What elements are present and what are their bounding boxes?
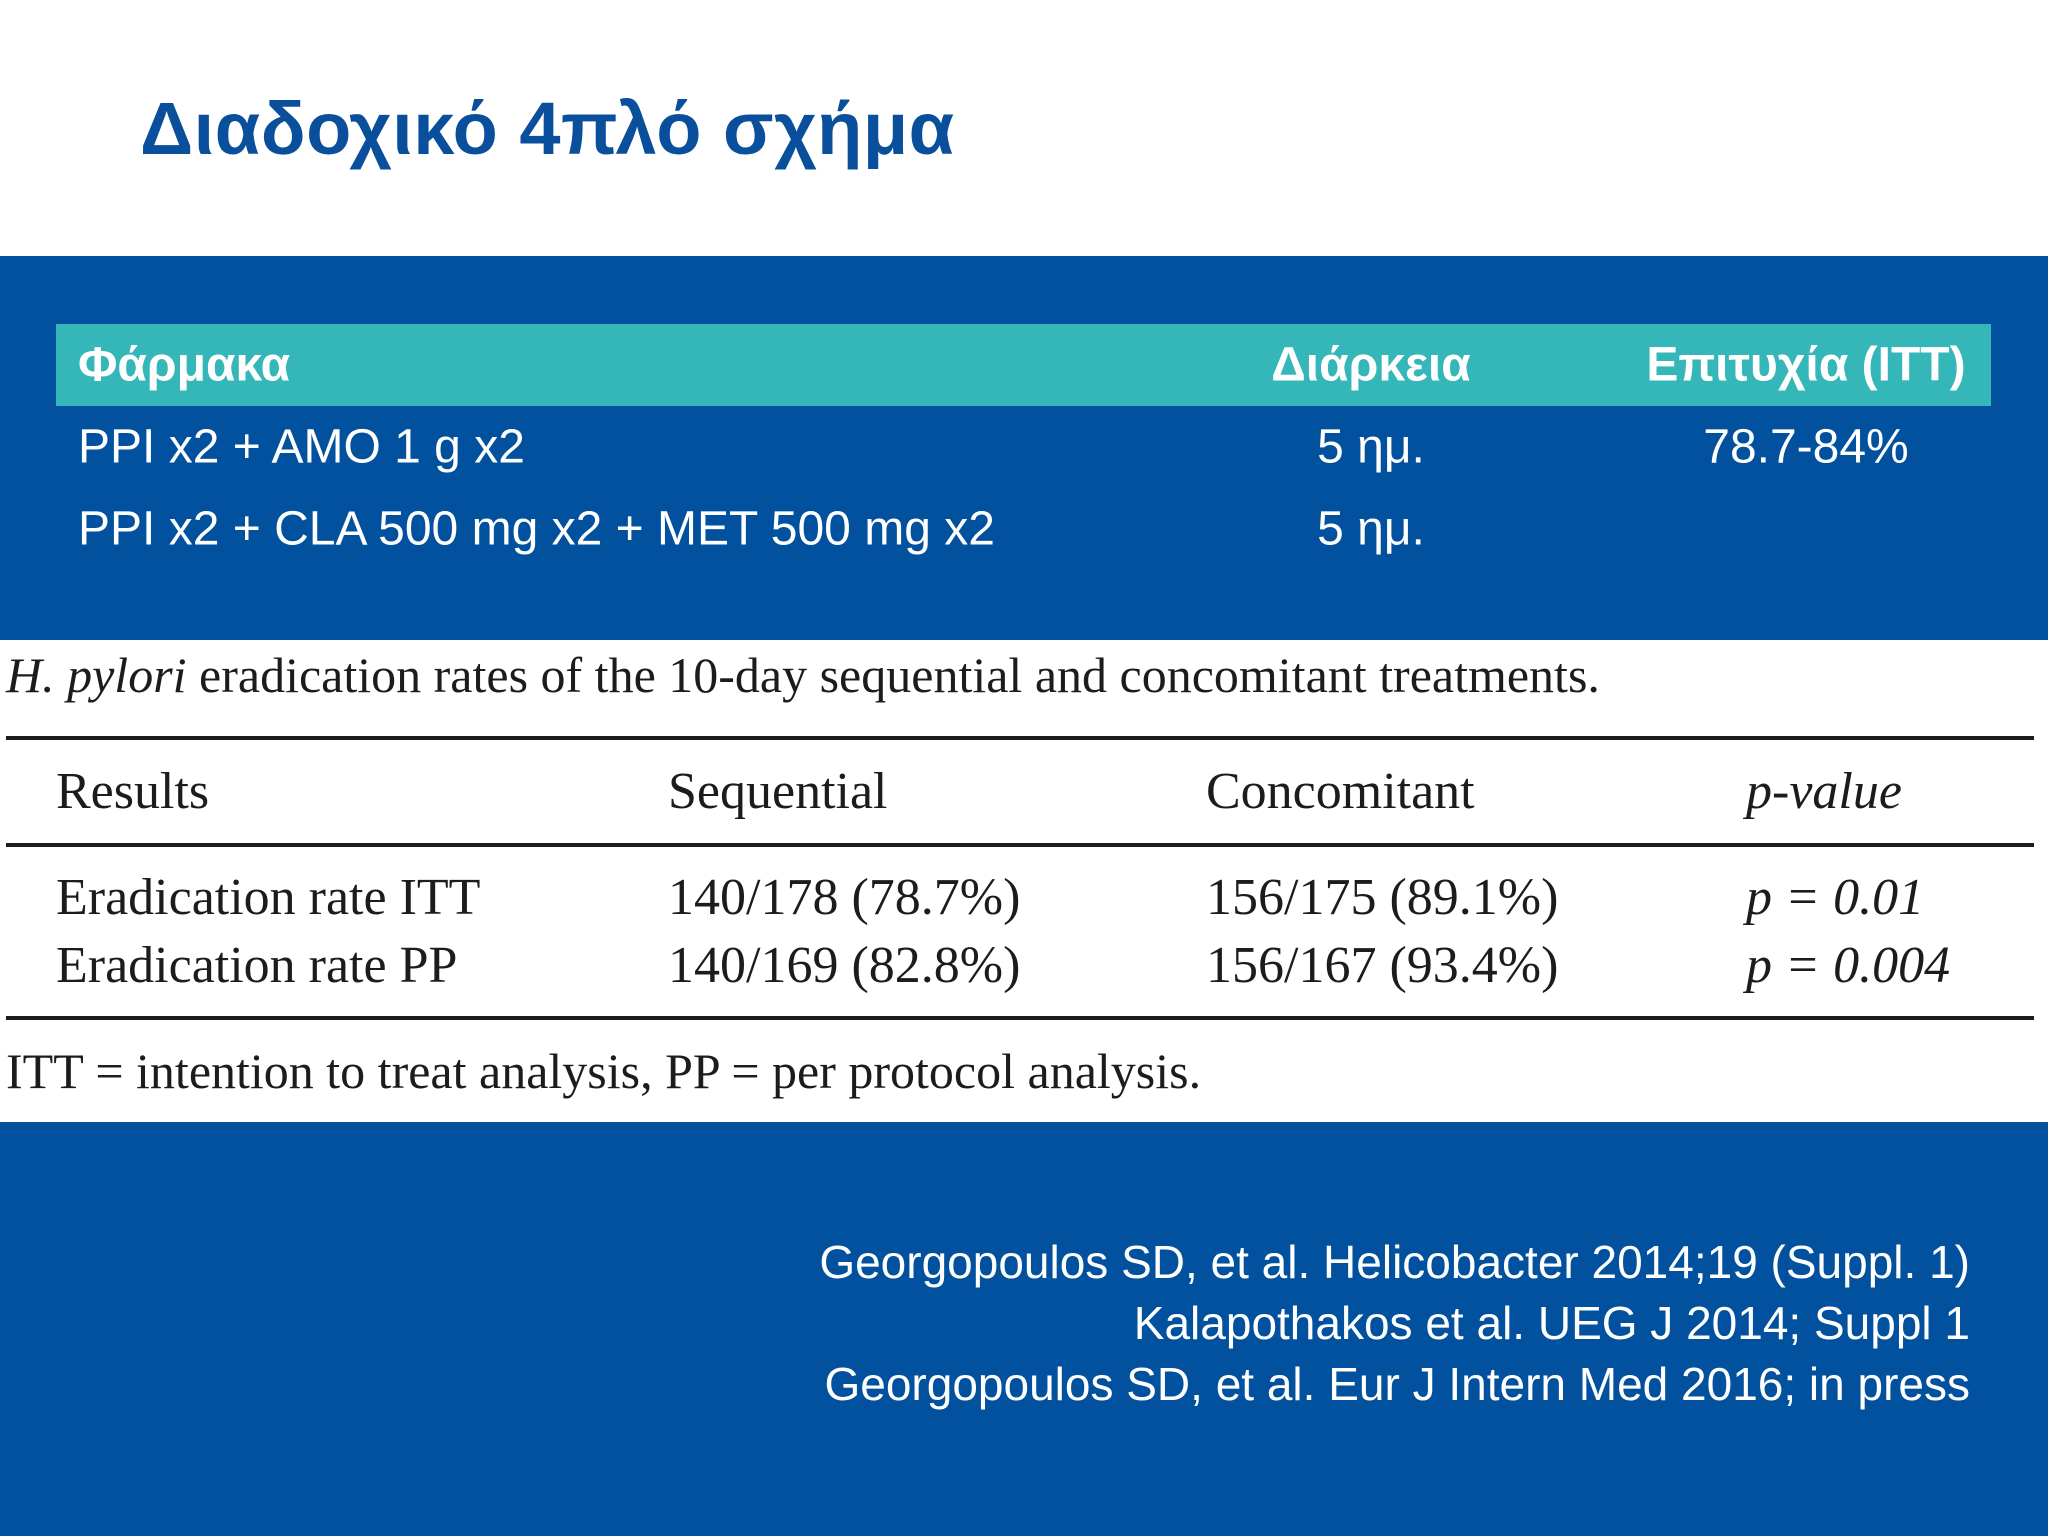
header-duration: Διάρκεια: [1271, 338, 1471, 392]
paper-table-footnote: ITT = intention to treat analysis, PP = …: [6, 1043, 1202, 1099]
paper-header-concomitant: Concomitant: [1206, 763, 1475, 820]
top-blue-band: [0, 256, 2048, 640]
references: Georgopoulos SD, et al. Helicobacter 201…: [819, 1232, 1970, 1415]
paper-cell-result: Eradication rate ITT: [56, 869, 481, 926]
bottom-blue-band: [0, 1122, 2048, 1536]
paper-cell-concomitant: 156/175 (89.1%): [1206, 869, 1559, 926]
reference-line: Kalapothakos et al. UEG J 2014; Suppl 1: [1133, 1297, 1970, 1349]
slide-title: Διαδοχικό 4πλό σχήμα: [140, 87, 955, 170]
reference-line: Georgopoulos SD, et al. Helicobacter 201…: [819, 1236, 1970, 1288]
drug-table-row: PPI x2 + AMO 1 g x2 5 ημ. 78.7-84%: [56, 406, 1991, 488]
table-top-rule: [6, 736, 2034, 740]
caption-text: eradication rates of the 10-day sequenti…: [186, 647, 1600, 703]
paper-header-sequential: Sequential: [668, 763, 888, 820]
paper-header-results: Results: [56, 763, 210, 820]
paper-cell-result: Eradication rate PP: [56, 937, 458, 994]
paper-header-pvalue: p-value: [1746, 763, 1902, 820]
drug-cell: PPI x2 + AMO 1 g x2: [78, 420, 525, 474]
caption-species: H. pylori: [6, 647, 187, 703]
table-mid-rule: [6, 843, 2034, 847]
header-drugs: Φάρμακα: [78, 338, 291, 392]
header-success-itt: Επιτυχία (ITT): [1646, 338, 1966, 392]
drug-table: Φάρμακα Διάρκεια Επιτυχία (ITT) PPI x2 +…: [56, 324, 1991, 570]
paper-cell-pvalue: p = 0.01: [1746, 869, 1925, 926]
drug-table-row: PPI x2 + CLA 500 mg x2 + MET 500 mg x2 5…: [56, 488, 1991, 570]
duration-cell: 5 ημ.: [1317, 420, 1425, 474]
paper-cell-sequential: 140/178 (78.7%): [668, 869, 1021, 926]
drug-table-header: Φάρμακα Διάρκεια Επιτυχία (ITT): [56, 324, 1991, 406]
drug-cell: PPI x2 + CLA 500 mg x2 + MET 500 mg x2: [78, 502, 995, 556]
paper-cell-concomitant: 156/167 (93.4%): [1206, 937, 1559, 994]
reference-line: Georgopoulos SD, et al. Eur J Intern Med…: [824, 1358, 1970, 1410]
success-cell: 78.7-84%: [1703, 420, 1909, 474]
paper-cell-pvalue: p = 0.004: [1746, 937, 1951, 994]
duration-cell: 5 ημ.: [1317, 502, 1425, 556]
paper-table-caption: H. pylori eradication rates of the 10-da…: [6, 646, 1600, 704]
paper-cell-sequential: 140/169 (82.8%): [668, 937, 1021, 994]
table-bottom-rule: [6, 1016, 2034, 1020]
